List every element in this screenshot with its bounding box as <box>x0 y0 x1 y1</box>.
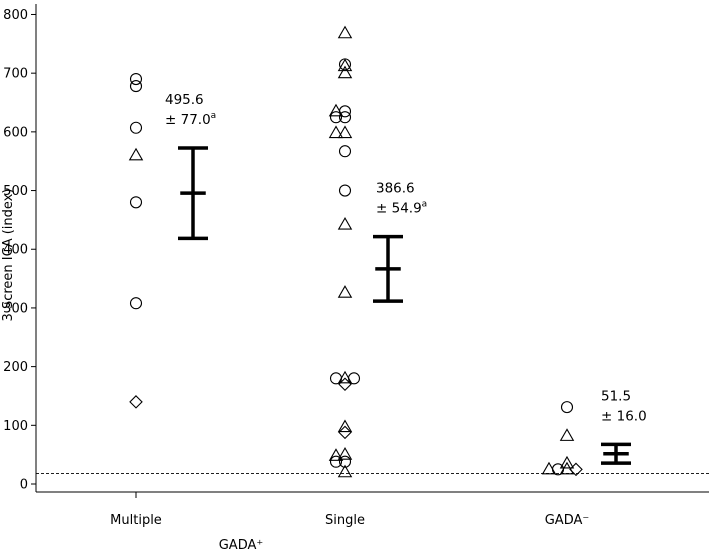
significance-superscript: a <box>422 200 428 210</box>
data-point-triangle <box>328 125 344 139</box>
y-tick-label: 0 <box>20 478 28 493</box>
data-point-diamond <box>129 395 143 409</box>
data-point-circle <box>338 184 352 197</box>
summary-bars: 495.6 ± 77.0a 386.6 ± 54.9a 51.5 ± 16.0 <box>165 92 647 465</box>
mean-label: 495.6 <box>165 92 204 108</box>
y-tick-label: 700 <box>3 67 28 82</box>
y-tick-label: 400 <box>3 243 28 258</box>
data-point-circle <box>347 372 361 385</box>
data-point-circle <box>338 455 352 468</box>
data-point-circle <box>338 111 352 124</box>
sem-label: ± 54.9a <box>376 200 427 217</box>
data-point-circle <box>129 72 143 86</box>
data-point-triangle <box>559 455 575 469</box>
significance-superscript: a <box>211 111 217 121</box>
data-point-diamond <box>569 462 583 477</box>
y-tick-label: 800 <box>3 8 28 23</box>
data-point-circle <box>129 297 143 310</box>
y-axis-title: 3 Screen ICA (index) <box>1 189 16 322</box>
group-label: GADA⁺ <box>219 538 264 553</box>
x-tick-label: Single <box>325 513 365 528</box>
data-point-circle <box>560 401 574 414</box>
data-point-triangle <box>337 419 353 433</box>
sem-label: ± 16.0 <box>601 408 647 424</box>
data-point-triangle <box>337 447 353 460</box>
data-point-triangle <box>337 216 353 230</box>
data-point-diamond <box>338 425 352 440</box>
data-point-diamond <box>338 377 352 392</box>
data-point-triangle <box>337 464 353 478</box>
data-point-triangle <box>328 103 344 117</box>
y-tick-label: 300 <box>3 301 28 316</box>
data-point-triangle <box>337 125 353 139</box>
y-tick-label: 200 <box>3 360 28 375</box>
data-point-circle <box>129 80 143 93</box>
y-tick-label: 100 <box>3 419 28 434</box>
data-point-circle <box>329 111 343 124</box>
data-point-triangle <box>328 448 344 461</box>
axes: 0 100 200 300 400 500 600 700 800 Multiple Single G… <box>3 4 709 528</box>
mean-label: 386.6 <box>376 181 415 197</box>
y-tick-label: 500 <box>3 184 28 199</box>
data-point-triangle <box>337 25 353 39</box>
data-point-triangle <box>559 428 575 441</box>
data-point-triangle <box>337 58 353 72</box>
data-point-circle <box>129 196 143 209</box>
data-point-triangle <box>128 147 144 161</box>
x-tick-label: Multiple <box>110 513 162 528</box>
data-point-circle <box>338 145 352 158</box>
sem-label: ± 77.0a <box>165 111 216 128</box>
data-point-triangle <box>541 461 557 475</box>
mean-label: 51.5 <box>601 388 631 404</box>
data-point-triangle <box>337 285 353 298</box>
data-point-circle <box>129 121 143 134</box>
data-point-circle <box>329 455 343 468</box>
data-point-circle <box>329 372 343 385</box>
y-tick-label: 600 <box>3 125 28 140</box>
x-tick-label: GADA⁻ <box>545 513 590 528</box>
data-marks <box>128 25 583 478</box>
data-point-triangle <box>337 65 353 79</box>
